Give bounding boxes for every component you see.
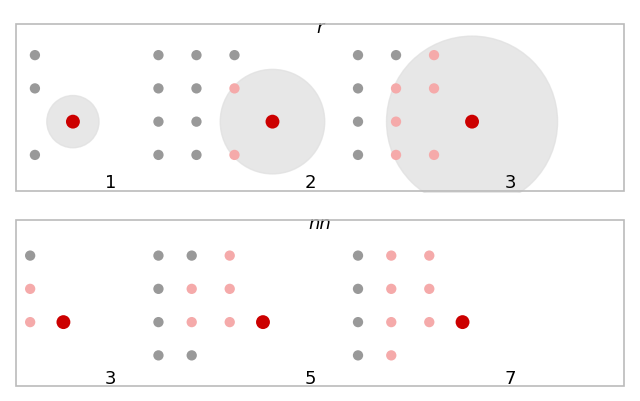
- Circle shape: [47, 95, 99, 148]
- Point: [187, 352, 197, 358]
- Point: [154, 252, 164, 259]
- Point: [187, 319, 197, 325]
- Point: [58, 319, 68, 325]
- Point: [25, 286, 35, 292]
- Point: [191, 118, 202, 125]
- Text: r: r: [316, 20, 324, 37]
- Point: [353, 252, 363, 259]
- Point: [0, 152, 2, 158]
- Point: [154, 52, 164, 58]
- Point: [225, 252, 235, 259]
- Circle shape: [220, 69, 324, 174]
- Point: [386, 319, 396, 325]
- Point: [429, 52, 439, 58]
- Text: 1: 1: [105, 174, 116, 192]
- Point: [154, 118, 164, 125]
- Point: [25, 252, 35, 259]
- Point: [225, 319, 235, 325]
- Point: [191, 152, 202, 158]
- Text: 3: 3: [105, 370, 116, 388]
- Point: [353, 152, 363, 158]
- Point: [386, 286, 396, 292]
- Point: [429, 85, 439, 91]
- Point: [229, 152, 239, 158]
- Point: [229, 85, 239, 91]
- Point: [353, 52, 363, 58]
- Point: [30, 85, 40, 91]
- Point: [0, 118, 2, 125]
- Text: nn: nn: [308, 215, 332, 233]
- Text: 7: 7: [504, 370, 516, 388]
- Point: [386, 252, 396, 259]
- Point: [353, 286, 363, 292]
- Point: [154, 85, 164, 91]
- Point: [467, 118, 477, 125]
- Point: [25, 319, 35, 325]
- Point: [258, 319, 268, 325]
- Point: [424, 319, 435, 325]
- Point: [391, 85, 401, 91]
- Point: [68, 118, 78, 125]
- Point: [391, 118, 401, 125]
- Circle shape: [387, 36, 557, 207]
- Point: [353, 118, 363, 125]
- Text: 2: 2: [305, 174, 316, 192]
- Point: [154, 352, 164, 358]
- Point: [191, 52, 202, 58]
- Text: 5: 5: [305, 370, 316, 388]
- Point: [154, 152, 164, 158]
- Point: [391, 52, 401, 58]
- Point: [353, 319, 363, 325]
- Point: [229, 52, 239, 58]
- Point: [0, 85, 2, 91]
- Point: [391, 152, 401, 158]
- Point: [0, 52, 2, 58]
- Point: [353, 85, 363, 91]
- Point: [154, 286, 164, 292]
- Point: [268, 118, 278, 125]
- Point: [353, 352, 363, 358]
- Point: [30, 152, 40, 158]
- Point: [386, 352, 396, 358]
- Point: [187, 286, 197, 292]
- Point: [225, 286, 235, 292]
- Point: [154, 319, 164, 325]
- Point: [429, 152, 439, 158]
- Point: [30, 52, 40, 58]
- Point: [424, 286, 435, 292]
- Point: [191, 85, 202, 91]
- Point: [187, 252, 197, 259]
- Point: [458, 319, 468, 325]
- Point: [424, 252, 435, 259]
- Text: 3: 3: [504, 174, 516, 192]
